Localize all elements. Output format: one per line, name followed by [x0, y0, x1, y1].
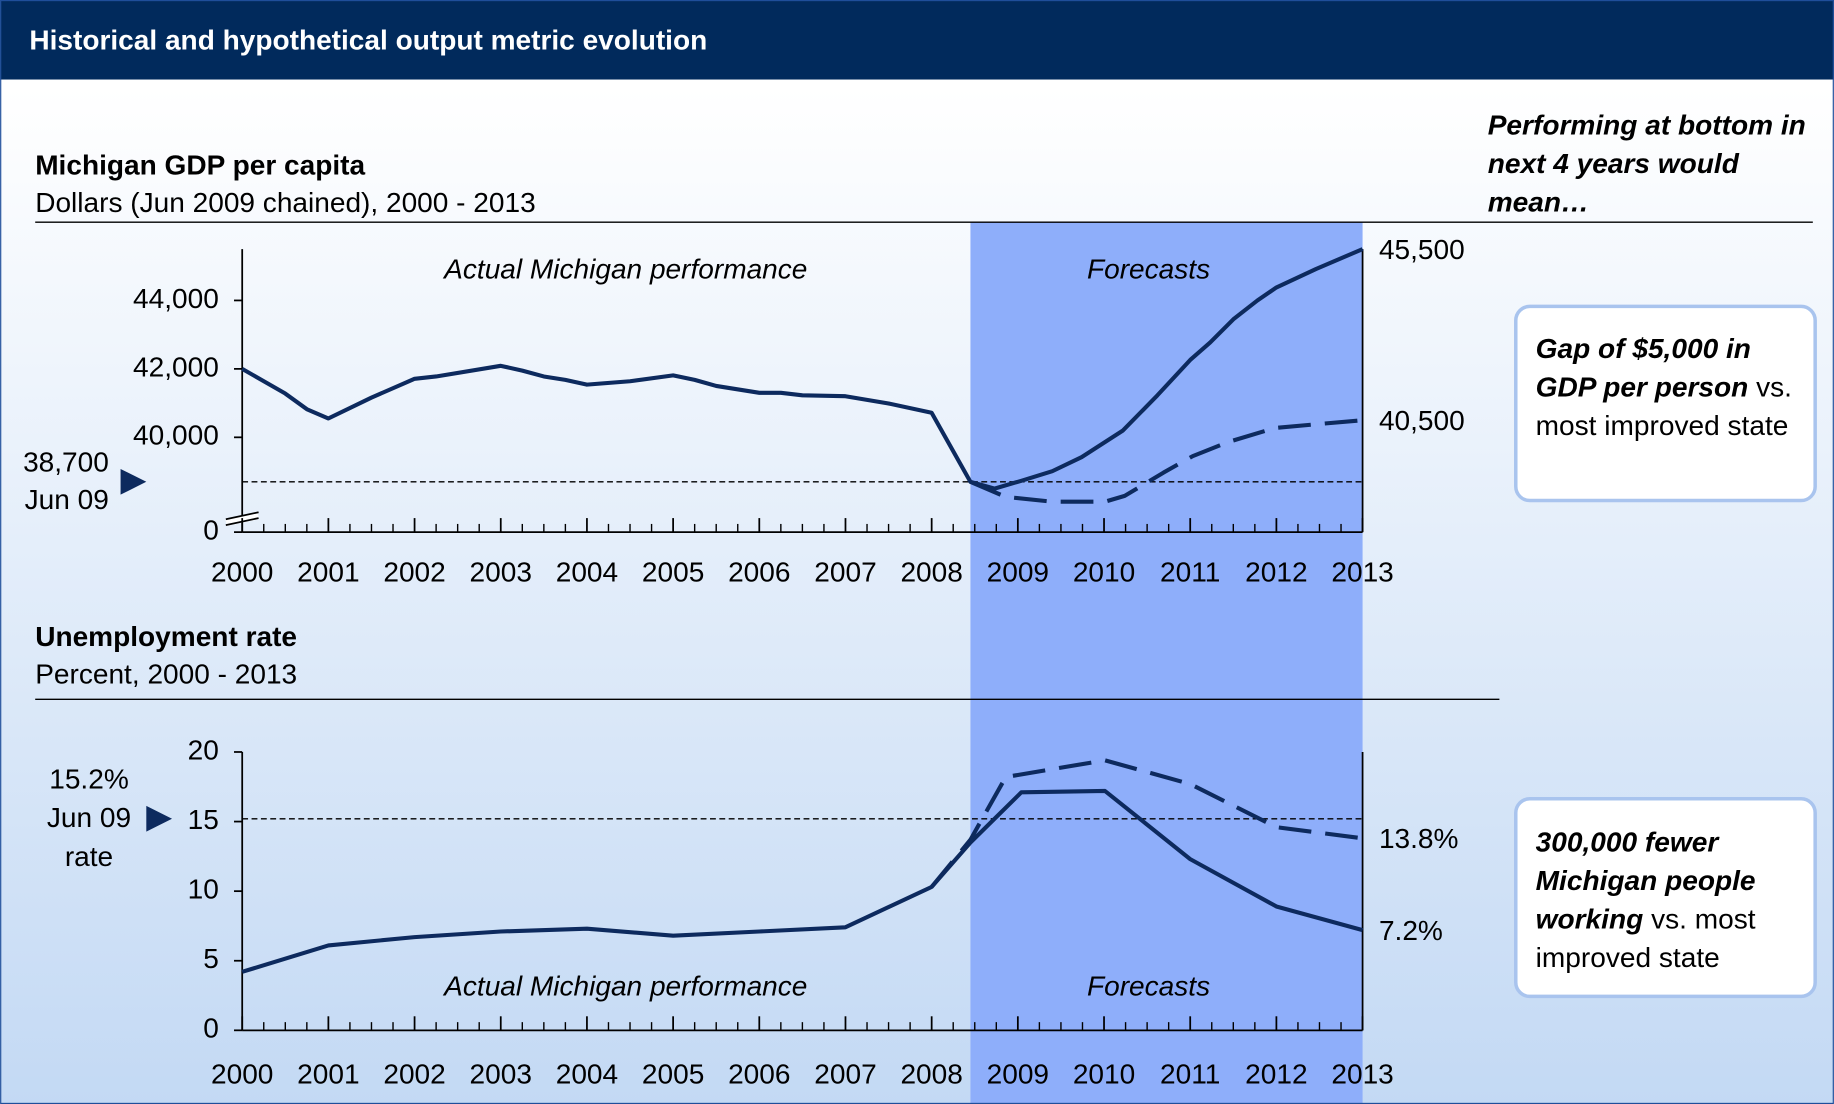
- callout-box: [1514, 797, 1817, 999]
- x-tick-label: 2010: [1073, 557, 1135, 588]
- header-bar: [0, 0, 1834, 80]
- reference-label: rate: [65, 841, 113, 872]
- x-tick-label: 2012: [1245, 1058, 1307, 1089]
- x-tick-label: 2000: [211, 557, 273, 588]
- y-tick-label: 42,000: [133, 351, 219, 382]
- x-tick-label: 2004: [556, 557, 618, 588]
- side-heading-box: Performing at bottom in next 4 years wou…: [1487, 109, 1806, 219]
- value-label: 13.8%: [1379, 823, 1459, 854]
- x-tick-label: 2011: [1160, 1058, 1220, 1089]
- callout-text: 300,000 fewer Michigan people working vs…: [1536, 823, 1805, 977]
- series-line: [241, 247, 1364, 491]
- x-tick-label: 2003: [470, 557, 532, 588]
- axis-break: [225, 511, 259, 521]
- value-label: 7.2%: [1379, 915, 1443, 946]
- x-tick-label: 2007: [814, 1058, 876, 1089]
- series-line: [930, 758, 1363, 889]
- reference-label: 15.2%: [49, 764, 129, 795]
- x-tick-label: 2008: [900, 557, 962, 588]
- forecast-shade: [970, 222, 1363, 700]
- x-tick-label: 2002: [383, 1058, 445, 1089]
- value-label: 45,500: [1379, 234, 1465, 265]
- x-tick-label: 2005: [642, 1058, 704, 1089]
- reference-marker: [146, 805, 173, 832]
- x-tick-label: 2012: [1245, 557, 1307, 588]
- chart-subtitle: Percent, 2000 - 2013: [35, 658, 297, 689]
- callout-text: Gap of $5,000 in GDP per person vs. most…: [1536, 330, 1805, 446]
- annotation: Actual Michigan performance: [442, 971, 807, 1002]
- callout-body: vs. most improved state: [1535, 371, 1792, 443]
- x-tick-label: 2001: [297, 557, 359, 588]
- x-tick-label: 2004: [556, 1058, 618, 1089]
- y-tick-label: 5: [203, 943, 219, 974]
- x-tick-label: 2013: [1331, 1058, 1393, 1089]
- chart-subtitle: Dollars (Jun 2009 chained), 2000 - 2013: [35, 187, 535, 218]
- x-tick-label: 2011: [1160, 557, 1220, 588]
- x-tick-label: 2007: [814, 557, 876, 588]
- reference-label: Jun 09: [47, 802, 131, 833]
- side-heading: Performing at bottom in next 4 years wou…: [1487, 109, 1806, 219]
- x-tick-label: 2001: [297, 1058, 359, 1089]
- x-tick-label: 2002: [383, 557, 445, 588]
- series-line: [969, 418, 1363, 504]
- annotation: Forecasts: [1087, 971, 1210, 1002]
- reference-label: 38,700: [23, 447, 109, 478]
- callout-box: [1514, 304, 1817, 503]
- forecast-shade: [970, 699, 1363, 1104]
- callout-emphasis: 300,000 fewer Michigan people working: [1535, 826, 1756, 936]
- y-tick-label: 20: [188, 734, 219, 765]
- y-tick-label: 10: [188, 874, 219, 905]
- reference-label: Jun 09: [25, 484, 109, 515]
- chart-title: Michigan GDP per capita: [35, 150, 365, 181]
- y-tick-label: 15: [188, 804, 219, 835]
- x-tick-label: 2006: [728, 557, 790, 588]
- reference-marker: [120, 468, 147, 495]
- x-tick-label: 2000: [211, 1058, 273, 1089]
- y-tick-label: 0: [203, 515, 219, 546]
- y-tick-label: 44,000: [133, 283, 219, 314]
- callout-1: 300,000 fewer Michigan people working vs…: [1536, 823, 1805, 977]
- x-tick-label: 2009: [987, 557, 1049, 588]
- x-tick-label: 2008: [900, 1058, 962, 1089]
- chart-title: Unemployment rate: [35, 621, 297, 652]
- x-tick-label: 2003: [470, 1058, 532, 1089]
- x-tick-label: 2013: [1331, 557, 1393, 588]
- header-title: Historical and hypothetical output metri…: [29, 25, 707, 56]
- callout-body: vs. most improved state: [1535, 904, 1756, 975]
- value-label: 40,500: [1379, 405, 1465, 436]
- x-tick-label: 2005: [642, 557, 704, 588]
- annotation: Forecasts: [1087, 254, 1210, 285]
- x-tick-label: 2009: [987, 1058, 1049, 1089]
- x-tick-label: 2010: [1073, 1058, 1135, 1089]
- callout-emphasis: Gap of $5,000 in GDP per person: [1535, 333, 1751, 404]
- callout-0: Gap of $5,000 in GDP per person vs. most…: [1536, 330, 1805, 446]
- series-line: [241, 788, 1364, 974]
- y-tick-label: 40,000: [133, 420, 219, 451]
- x-tick-label: 2006: [728, 1058, 790, 1089]
- y-tick-label: 0: [203, 1013, 219, 1044]
- annotation: Actual Michigan performance: [442, 254, 807, 285]
